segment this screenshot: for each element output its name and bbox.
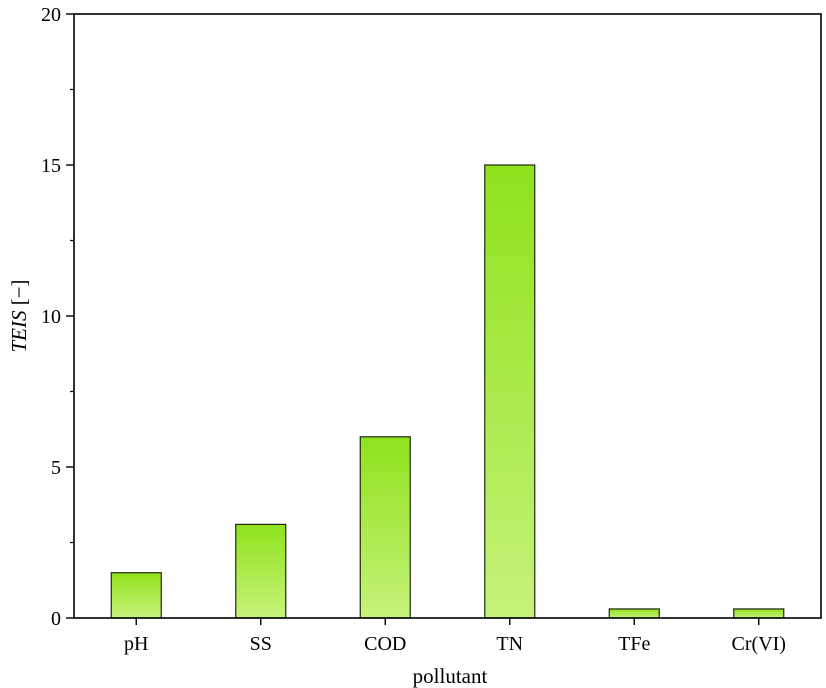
y-tick-label: 15	[41, 155, 61, 177]
y-axis: 0 5 10 15 20	[41, 4, 74, 630]
bar-cod	[359, 436, 411, 619]
x-axis: pH SS COD TN TFe Cr(VI)	[124, 618, 786, 655]
bar-crvi	[733, 608, 785, 619]
y-tick-label: 5	[51, 457, 61, 479]
bar-ss	[235, 523, 287, 619]
x-axis-title: pollutant	[413, 664, 488, 688]
x-tick-label: SS	[250, 633, 272, 655]
y-tick-label: 20	[41, 4, 61, 26]
y-axis-title: TEIS [−]	[7, 279, 31, 352]
x-tick-label: COD	[364, 633, 406, 655]
plot-frame	[73, 13, 822, 619]
x-tick-label: TFe	[618, 633, 650, 655]
y-tick-label: 0	[51, 608, 61, 630]
bars-group	[110, 164, 785, 619]
y-axis-title-unit: [−]	[7, 279, 31, 310]
bar-ph	[110, 572, 162, 619]
y-axis-title-italic: TEIS	[7, 310, 31, 353]
bar-tfe	[608, 608, 660, 619]
x-tick-label: pH	[124, 633, 148, 655]
y-tick-label: 10	[41, 306, 61, 328]
x-tick-label: Cr(VI)	[732, 633, 786, 655]
x-tick-label: TN	[496, 633, 523, 655]
bar-tn	[484, 164, 536, 619]
